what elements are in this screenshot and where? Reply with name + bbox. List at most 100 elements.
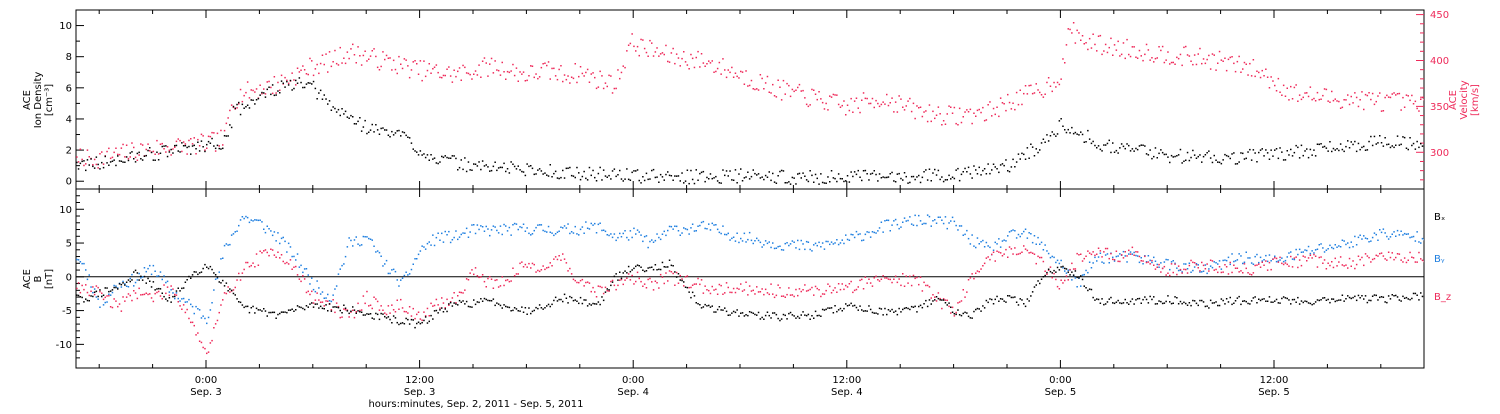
density-series-point	[1370, 135, 1372, 138]
bz-series-point	[451, 297, 454, 299]
velocity-series-point	[837, 103, 840, 106]
bx-series-point	[729, 314, 731, 316]
density-series-point	[432, 158, 434, 160]
density-series-point	[1035, 148, 1037, 150]
velocity-series-point	[595, 87, 598, 90]
bz-series-point	[1345, 264, 1347, 266]
by-series-point	[802, 243, 804, 245]
bx-series-point	[627, 265, 630, 268]
bx-series-point	[1222, 299, 1224, 302]
bx-series-point	[182, 287, 185, 289]
velocity-series-point	[1363, 108, 1365, 111]
velocity-series-point	[683, 51, 685, 53]
bz-series-point	[923, 281, 925, 284]
velocity-series-point	[246, 81, 249, 83]
density-series-point	[1104, 144, 1107, 146]
velocity-series-point	[1065, 44, 1068, 46]
bx-series-point	[92, 295, 94, 298]
by-series-point	[369, 238, 372, 240]
by-series-point	[1329, 244, 1331, 247]
velocity-series-point	[1348, 103, 1351, 106]
bx-series-point	[583, 299, 585, 301]
bx-series-point	[241, 304, 244, 306]
velocity-series-point	[1318, 98, 1320, 101]
by-series-point	[834, 242, 836, 244]
density-series-point	[1368, 140, 1370, 143]
by-series-point	[81, 262, 83, 265]
velocity-series-point	[1026, 93, 1029, 95]
bx-series-point	[51, 292, 53, 294]
density-series-point	[606, 176, 608, 178]
bz-series-point	[1030, 251, 1032, 254]
density-series-point	[1421, 145, 1424, 147]
bz-series-point	[229, 291, 231, 293]
velocity-series-point	[125, 144, 128, 146]
velocity-series-point	[782, 79, 785, 82]
bx-series-point	[642, 269, 644, 271]
velocity-series-point	[777, 79, 779, 81]
bx-series-point	[740, 312, 742, 314]
velocity-series-point	[458, 67, 461, 69]
bx-series-point	[69, 294, 71, 296]
bz-series-point	[919, 276, 922, 278]
bx-series-point	[476, 301, 479, 303]
bz-series-point	[853, 289, 856, 292]
velocity-series-point	[848, 109, 851, 112]
by-series-point	[1169, 268, 1171, 271]
bx-series-point	[825, 308, 827, 311]
bz-series-point	[284, 262, 286, 265]
by-series-point	[106, 301, 108, 303]
density-series-point	[930, 180, 932, 182]
bz-series-point	[430, 302, 432, 305]
by-series-point	[1325, 249, 1328, 251]
by-series-point	[1281, 257, 1283, 259]
bx-series-point	[44, 299, 46, 301]
bx-series-point	[145, 282, 147, 284]
density-series-point	[1284, 159, 1287, 161]
bx-series-point	[891, 308, 893, 311]
velocity-series-point	[16, 163, 18, 165]
by-series-point	[679, 234, 681, 236]
bz-series-point	[373, 296, 375, 298]
density-series-point	[1192, 149, 1194, 152]
density-series-point	[1136, 148, 1139, 151]
bx-series-point	[599, 303, 601, 306]
bz-series-point	[506, 279, 509, 281]
bx-series-point	[1245, 300, 1247, 303]
bz-series-point	[254, 266, 256, 268]
bx-series-point	[506, 306, 509, 308]
density-series-point	[1431, 140, 1433, 142]
bz-series-point	[1263, 264, 1265, 266]
density-series-point	[1318, 143, 1320, 146]
density-series-point	[983, 168, 986, 170]
bx-series-point	[647, 267, 649, 269]
bx-series-point	[864, 310, 867, 312]
density-series-point	[992, 163, 995, 165]
bz-series-point	[64, 292, 66, 294]
velocity-series-point	[462, 64, 464, 67]
by-series-point	[1322, 247, 1324, 249]
bx-series-point	[896, 313, 899, 316]
density-series-point	[150, 151, 153, 154]
bz-series-point	[1316, 266, 1319, 268]
velocity-series-point	[428, 63, 430, 65]
by-series-point	[239, 219, 242, 221]
bx-series-point	[611, 281, 614, 283]
density-series-point	[145, 154, 147, 157]
velocity-series-point	[448, 66, 450, 68]
bx-series-point	[147, 277, 149, 280]
bx-series-point	[736, 309, 738, 311]
bz-series-point	[467, 279, 470, 281]
by-series-point	[1101, 261, 1103, 263]
by-series-point	[900, 226, 902, 228]
velocity-series-point	[722, 58, 724, 60]
bx-series-point	[5, 295, 7, 297]
bx-series-point	[24, 298, 26, 300]
by-series-point	[58, 263, 60, 265]
bx-series-point	[33, 296, 35, 298]
velocity-series-point	[909, 97, 911, 100]
velocity-series-point	[732, 76, 735, 78]
by-series-point	[218, 271, 220, 273]
by-series-point	[1227, 256, 1230, 259]
by-series-point	[143, 267, 146, 269]
